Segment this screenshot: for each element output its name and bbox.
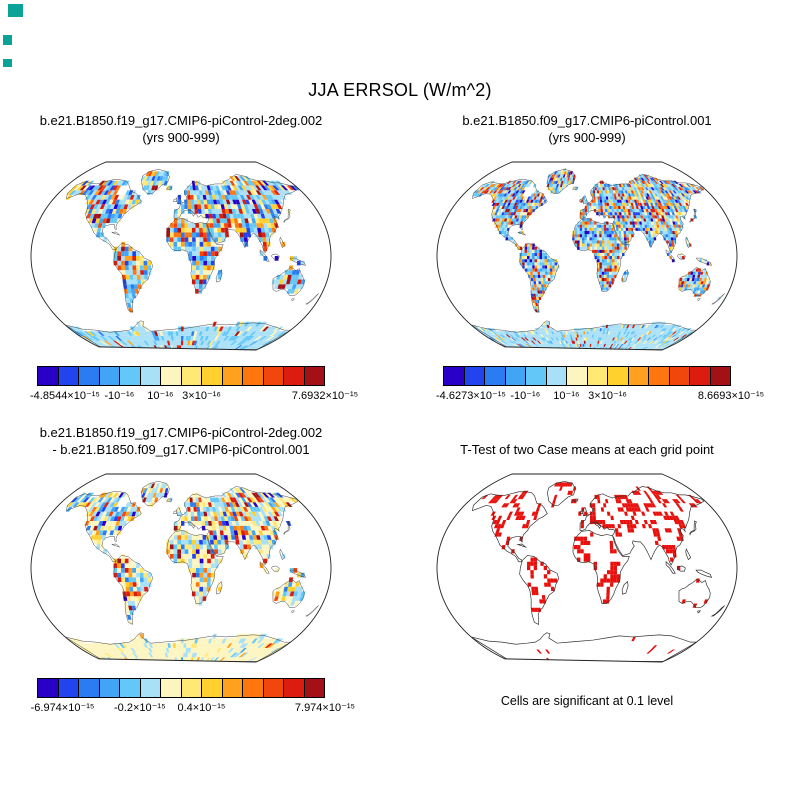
colorbar-tick-label: -0.2×10⁻¹⁵ [113,702,166,714]
colorbar-segment [120,367,141,385]
colorbar-segment [526,367,547,385]
plot-corner-mark [8,4,23,17]
colorbar-segment [79,679,100,697]
colorbar-segment [444,367,465,385]
panel-title-line1: b.e21.B1850.f19_g17.CMIP6-piControl-2deg… [39,425,323,440]
colorbar-segment [505,367,526,385]
colorbar-segment [202,679,223,697]
colorbar-segment [161,679,182,697]
colorbar-tick-label: 3×10⁻¹⁶ [182,390,221,402]
colorbar-tick-label: 7.974×10⁻¹⁵ [294,702,356,714]
colorbar-difference: -6.974×10⁻¹⁵ -0.2×10⁻¹⁵ 0.4×10⁻¹⁵ 7.974×10⁻… [31,678,355,716]
colorbar-segment [710,367,730,385]
ttest-caption: Cells are significant at 0.1 level [500,694,674,708]
panel-case2: b.e21.B1850.f09_g17.CMIP6-piControl.001 … [417,112,764,404]
colorbar-segment [304,367,324,385]
colorbar-segment [284,367,305,385]
colorbar-tick-label: -4.6273×10⁻¹⁵ [436,390,506,402]
colorbar-case1: -4.8544×10⁻¹⁵ -10⁻¹⁶ 10⁻¹⁶ 3×10⁻¹⁶ 7.6932×10… [30,366,358,404]
colorbar-segment [628,367,649,385]
map-canvas-ttest [433,470,741,666]
colorbar-segment [546,367,567,385]
colorbar-segment [263,367,284,385]
colorbar-segment [99,367,120,385]
colorbar-segment [243,367,264,385]
panel-title-line2: (yrs 900-999) [548,130,626,145]
colorbar-segment [79,367,100,385]
colorbar-tick-label: -6.974×10⁻¹⁵ [30,702,95,714]
colorbar-tick-label: -10⁻¹⁶ [104,390,135,402]
colorbar-segment [222,367,243,385]
colorbar-segment [690,367,711,385]
panel-title-ttest: T-Test of two Case means at each grid po… [417,441,757,458]
colorbar-tick-label: 10⁻¹⁶ [147,390,174,402]
map-canvas-case2 [433,158,741,354]
panel-difference: b.e21.B1850.f19_g17.CMIP6-piControl-2deg… [11,424,355,716]
colorbar-segment [99,679,120,697]
panel-title-line2: (yrs 900-999) [142,130,220,145]
colorbar-segment [567,367,588,385]
colorbar-segment [222,679,243,697]
colorbar-tick-label: 8.6693×10⁻¹⁵ [697,390,765,402]
panel-ttest: T-Test of two Case means at each grid po… [417,424,757,708]
colorbar-segment [120,679,141,697]
colorbar-segment [587,367,608,385]
panel-title-line1: T-Test of two Case means at each grid po… [460,442,714,457]
colorbar-tick-label: 3×10⁻¹⁶ [588,390,627,402]
colorbar-segment [608,367,629,385]
map-canvas-difference [27,470,335,666]
map-canvas-case1 [27,158,335,354]
colorbar-segment [161,367,182,385]
colorbar-segment [58,679,79,697]
colorbar-segment [669,367,690,385]
colorbar-segment [304,679,324,697]
colorbar-segment [181,367,202,385]
panel-title-line2: - b.e21.B1850.f09_g17.CMIP6-piControl.00… [52,442,310,457]
colorbar-tick-label: 10⁻¹⁶ [553,390,580,402]
panel-title-case2: b.e21.B1850.f09_g17.CMIP6-piControl.001 … [417,112,757,146]
colorbar-case2: -4.6273×10⁻¹⁵ -10⁻¹⁶ 10⁻¹⁶ 3×10⁻¹⁶ 8.6693×10… [436,366,764,404]
plot-corner-mark [3,59,12,67]
colorbar-strip [443,366,731,386]
plot-corner-mark [3,35,12,45]
colorbar-tick-label: 0.4×10⁻¹⁵ [177,702,226,714]
colorbar-strip [37,678,325,698]
colorbar-segment [58,367,79,385]
colorbar-segment [243,679,264,697]
colorbar-tick-label: -10⁻¹⁶ [510,390,541,402]
panel-title-line1: b.e21.B1850.f09_g17.CMIP6-piControl.001 [462,113,712,128]
panel-case1: b.e21.B1850.f19_g17.CMIP6-piControl-2deg… [11,112,358,404]
colorbar-segment [202,367,223,385]
colorbar-tick-label: -4.8544×10⁻¹⁵ [30,390,100,402]
colorbar-tick-labels: -4.6273×10⁻¹⁵ -10⁻¹⁶ 10⁻¹⁶ 3×10⁻¹⁶ 8.6693×10… [436,389,764,404]
colorbar-segment [140,679,161,697]
colorbar-segment [263,679,284,697]
colorbar-segment [140,367,161,385]
colorbar-strip [37,366,325,386]
panel-title-case1: b.e21.B1850.f19_g17.CMIP6-piControl-2deg… [11,112,351,146]
colorbar-segment [38,679,59,697]
colorbar-segment [181,679,202,697]
colorbar-segment [649,367,670,385]
colorbar-tick-labels: -6.974×10⁻¹⁵ -0.2×10⁻¹⁵ 0.4×10⁻¹⁵ 7.974×10⁻… [31,701,355,716]
colorbar-tick-label: 7.6932×10⁻¹⁵ [291,390,359,402]
colorbar-segment [464,367,485,385]
panel-title-difference: b.e21.B1850.f19_g17.CMIP6-piControl-2deg… [11,424,351,458]
colorbar-segment [38,367,59,385]
colorbar-segment [284,679,305,697]
colorbar-segment [485,367,506,385]
panel-title-line1: b.e21.B1850.f19_g17.CMIP6-piControl-2deg… [39,113,323,128]
figure-title: JJA ERRSOL (W/m^2) [308,80,492,100]
colorbar-tick-labels: -4.8544×10⁻¹⁵ -10⁻¹⁶ 10⁻¹⁶ 3×10⁻¹⁶ 7.6932×10… [30,389,358,404]
